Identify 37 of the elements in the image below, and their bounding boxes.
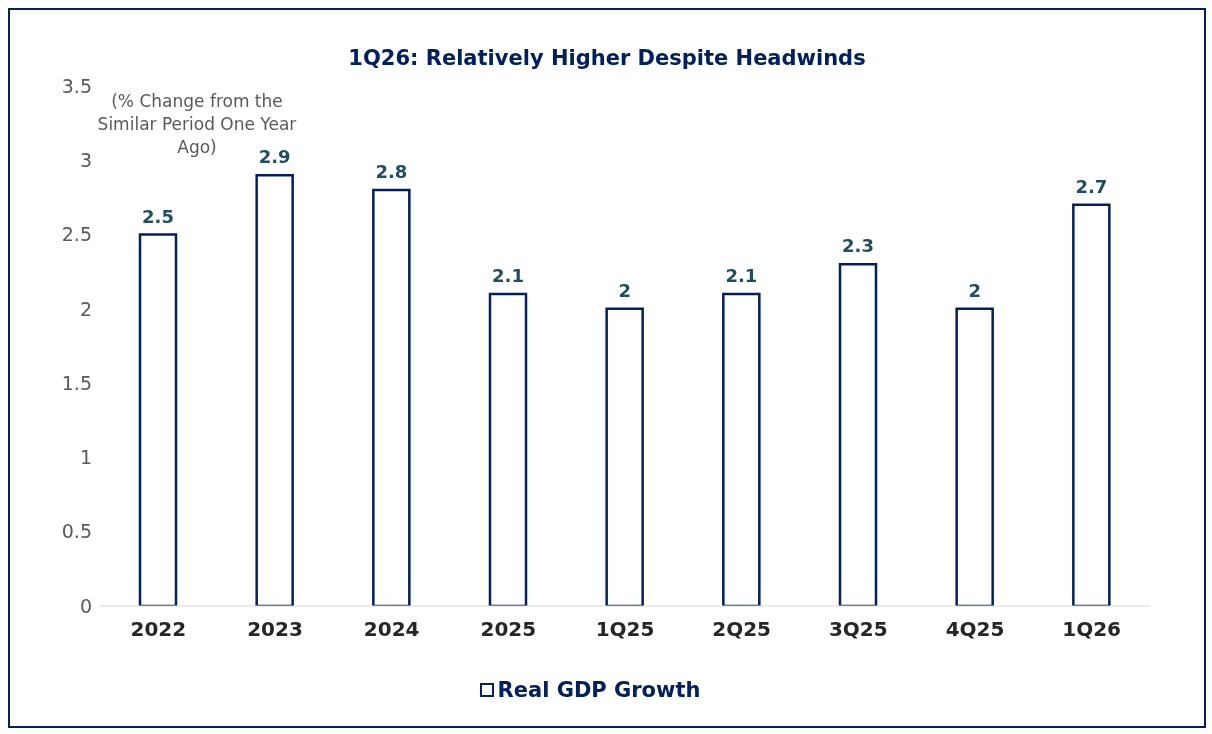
x-tick-label: 2022 — [130, 617, 187, 642]
data-label: 2 — [618, 279, 631, 301]
data-label: 2.1 — [492, 265, 524, 286]
y-tick-label: 0.5 — [61, 520, 92, 543]
data-label: 2 — [968, 279, 981, 301]
data-label: 2.5 — [142, 205, 174, 227]
bar — [372, 188, 411, 606]
x-tick-label: 1Q25 — [595, 617, 655, 642]
data-label: 2.3 — [842, 235, 874, 257]
bar — [722, 292, 761, 606]
y-tick-label: 3 — [79, 149, 92, 172]
bar — [138, 233, 178, 606]
data-label: 2.9 — [258, 146, 291, 168]
x-tick-label: 2024 — [363, 617, 420, 642]
bar — [1072, 203, 1111, 606]
bar — [605, 307, 644, 606]
y-tick-label: 0 — [79, 594, 92, 617]
x-tick-label: 4Q25 — [945, 617, 1005, 642]
legend-label: Real GDP Growth — [496, 678, 701, 702]
x-tick-label: 2025 — [480, 617, 537, 642]
y-tick-label: 3.5 — [61, 74, 92, 97]
data-label: 2.7 — [1075, 175, 1108, 197]
x-tick-label: 3Q25 — [828, 617, 888, 642]
bar — [255, 173, 294, 606]
chart-title: 1Q26: Relatively Higher Despite Headwinds — [347, 46, 867, 70]
data-label: 2.8 — [375, 161, 408, 182]
y-tick-label: 1.5 — [61, 371, 92, 394]
bar — [488, 292, 528, 606]
x-tick-label: 1Q26 — [1062, 617, 1122, 642]
x-tick-label: 2023 — [247, 617, 303, 642]
data-label: 2.1 — [725, 265, 758, 286]
y-tick-label: 2 — [79, 297, 92, 320]
y-tick-label: 2.5 — [61, 223, 92, 246]
y-tick-label: 1 — [79, 446, 92, 469]
bar — [838, 263, 878, 606]
x-tick-label: 2Q25 — [712, 617, 772, 642]
bar — [955, 307, 994, 606]
